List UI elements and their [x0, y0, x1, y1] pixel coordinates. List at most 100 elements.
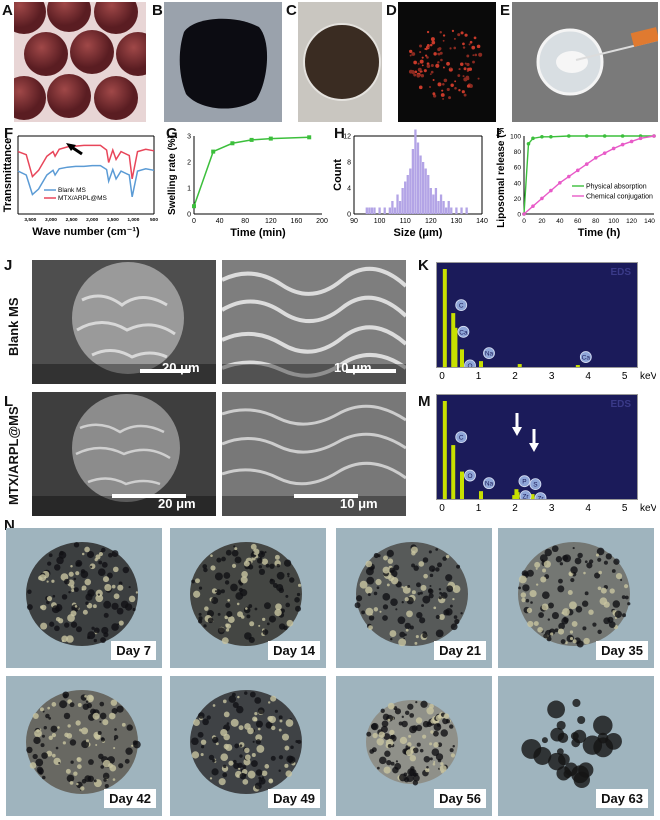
particle — [118, 620, 124, 626]
x-tick-label: 100 — [608, 218, 619, 225]
data-point — [611, 146, 616, 151]
particle — [236, 705, 244, 714]
eds-spectrum-mtx: EDSCONaPZrZrSZr — [436, 394, 638, 517]
particle — [66, 635, 74, 643]
element-label: Na — [485, 351, 494, 358]
particle — [113, 734, 119, 740]
histogram-bar — [401, 188, 404, 214]
particle — [584, 560, 588, 564]
particle — [395, 608, 398, 611]
histogram-bar — [442, 201, 445, 214]
particle — [257, 707, 265, 715]
particle — [73, 771, 78, 776]
x-axis-label: Wave number (cm⁻¹) — [32, 226, 140, 238]
particle — [547, 700, 565, 719]
particle — [416, 742, 421, 747]
particle — [423, 755, 431, 763]
particle — [433, 741, 439, 748]
particle — [285, 602, 291, 608]
element-label: Na — [485, 481, 494, 488]
particle — [221, 556, 226, 562]
element-marker — [483, 347, 495, 360]
eds-peak — [442, 269, 447, 367]
histogram-bar — [388, 207, 391, 214]
fluorescent-dot — [419, 44, 423, 48]
fluorescent-dot — [474, 53, 478, 57]
particle — [87, 631, 96, 640]
x-tick-label: 2,000 — [86, 217, 98, 223]
white-arrow-head — [529, 443, 539, 452]
particle — [251, 551, 255, 554]
micrograph-drawing — [366, 700, 458, 786]
particle — [428, 550, 432, 554]
element-marker — [579, 351, 592, 363]
particle — [81, 727, 89, 735]
particle — [361, 610, 365, 615]
particle — [75, 626, 82, 633]
particle — [278, 715, 283, 720]
fluorescent-dot — [466, 84, 471, 88]
particle — [380, 708, 385, 713]
particle — [234, 743, 240, 749]
fluorescent-dot — [462, 75, 465, 78]
particle — [261, 558, 269, 565]
particle — [541, 603, 549, 611]
particle — [407, 742, 412, 747]
particle — [567, 589, 573, 595]
particle — [432, 762, 436, 766]
data-point — [584, 134, 589, 138]
x-tick-label: 160 — [291, 218, 303, 225]
particle — [265, 721, 273, 729]
particle — [441, 592, 448, 599]
particle — [84, 578, 92, 586]
panel-label-b: B — [152, 2, 163, 19]
particle — [239, 754, 243, 758]
eds-axis-mtx: 0 1 2 3 4 5 keV — [439, 503, 656, 514]
particle — [449, 748, 454, 753]
particle — [225, 602, 231, 608]
particle — [95, 594, 104, 603]
fluorescent-dot — [466, 62, 470, 67]
photo-microsphere-array — [14, 2, 146, 122]
particle — [237, 611, 243, 618]
particle — [73, 577, 77, 581]
particle — [411, 551, 416, 556]
particle — [375, 578, 382, 586]
particle — [453, 615, 458, 619]
particle — [385, 738, 394, 747]
particle — [113, 746, 116, 750]
particle — [103, 600, 112, 609]
fluorescent-dot — [460, 31, 464, 35]
particle — [81, 585, 87, 591]
particle — [546, 636, 552, 642]
particle — [43, 726, 47, 730]
particle — [379, 610, 382, 613]
particle — [69, 702, 75, 708]
particle — [73, 587, 79, 593]
particle — [104, 583, 112, 592]
scale-bar — [346, 369, 396, 373]
legend-label: Chemical conjugation — [586, 194, 653, 201]
particle — [622, 613, 626, 618]
particle — [240, 615, 245, 619]
particle — [406, 610, 413, 618]
particle — [111, 623, 119, 631]
particle — [298, 583, 302, 587]
panel-label-f: F — [4, 125, 14, 142]
fluorescent-dot — [439, 31, 442, 34]
x-axis-label: Time (h) — [578, 227, 621, 239]
particle — [124, 603, 133, 611]
particle — [404, 622, 411, 630]
particle — [378, 731, 385, 738]
x-tick-label: 1,000 — [127, 217, 139, 223]
particle — [222, 772, 228, 778]
eds-peaks-mtx: EDSCONaPZrZrSZr — [442, 399, 631, 517]
particle — [232, 702, 239, 709]
fluorescent-dot — [426, 30, 430, 34]
particle — [223, 764, 227, 769]
particle — [569, 630, 574, 634]
particle — [422, 557, 429, 563]
data-point — [584, 162, 589, 166]
particle — [65, 768, 71, 774]
histogram-bar — [439, 194, 443, 214]
